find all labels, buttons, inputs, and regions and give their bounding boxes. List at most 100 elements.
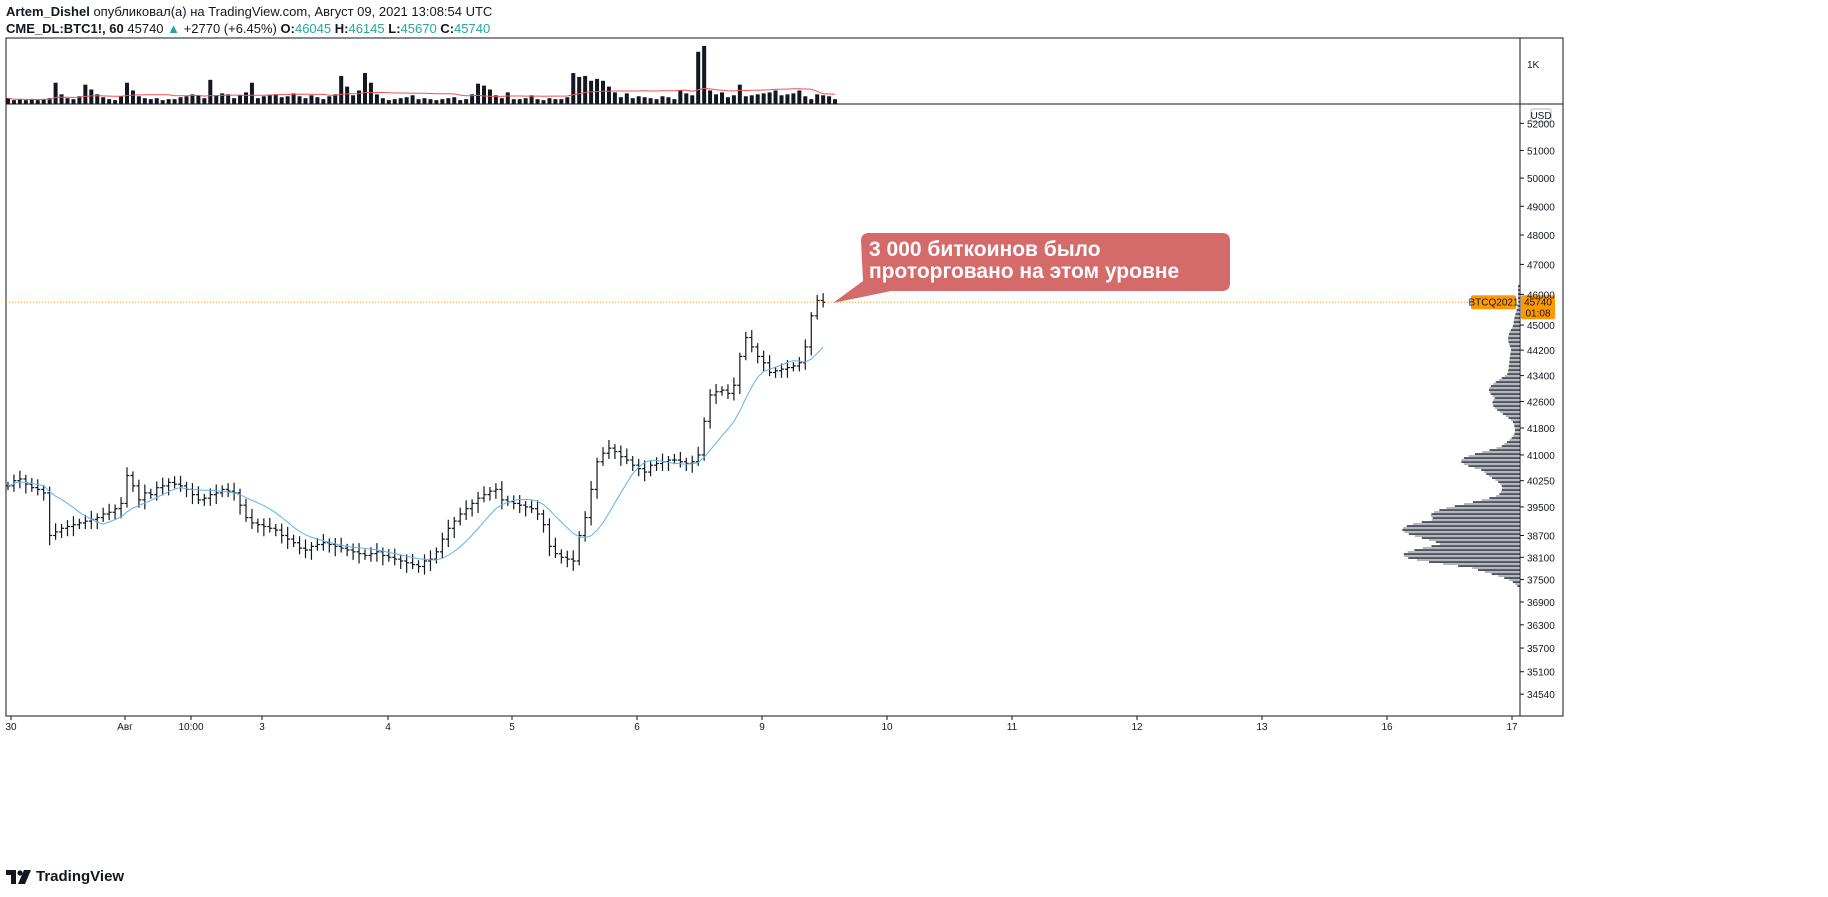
ohlc-bar [624, 448, 630, 465]
volume-bar [130, 90, 135, 104]
profile-row [1493, 399, 1520, 401]
volume-bars [6, 46, 838, 104]
profile-row [1518, 303, 1520, 305]
profile-row [1507, 373, 1520, 375]
ohlc-bar [648, 461, 654, 477]
ohlc-bar [70, 516, 76, 537]
profile-row [1431, 519, 1520, 521]
price-axis[interactable]: USD5200051000500004900048000470004600045… [1520, 60, 1555, 701]
profile-row [1518, 297, 1520, 299]
ohlc-bar [100, 507, 106, 522]
profile-row [1502, 413, 1520, 415]
profile-row [1493, 405, 1520, 407]
price-tick-label: 42600 [1527, 398, 1555, 409]
ohlc-bar [332, 538, 338, 557]
profile-row [1509, 331, 1520, 333]
ohlc-bar [552, 537, 558, 559]
price-tick-label: 41000 [1527, 451, 1555, 462]
last-price-value: 45740 [1524, 297, 1552, 308]
author-name[interactable]: Artem_Dishel [6, 4, 90, 19]
volume-bar [725, 97, 730, 104]
volume-bar [249, 82, 254, 104]
ohlc-bar [755, 343, 761, 364]
ohlc-bar [178, 475, 184, 492]
ohlc-bar [166, 478, 172, 496]
volume-bar [125, 82, 129, 104]
volume-bar [606, 86, 611, 104]
volume-bar [398, 98, 403, 104]
volume-bar [440, 99, 445, 104]
ohlc-bar [630, 455, 636, 472]
volume-bar [297, 96, 302, 104]
volume-bar [357, 90, 362, 104]
volume-bar [273, 94, 278, 104]
ohlc-bar [475, 491, 481, 513]
price-tick-label: 43400 [1527, 372, 1555, 383]
profile-row [1517, 307, 1520, 309]
volume-bar [541, 100, 546, 104]
profile-row [1422, 547, 1520, 549]
price-tick-label: 38100 [1527, 553, 1555, 564]
profile-row [1509, 579, 1520, 581]
volume-bar [612, 92, 617, 104]
brand-name: TradingView [36, 868, 125, 885]
profile-row [1492, 395, 1520, 397]
ohlc-bar [136, 479, 142, 508]
time-tick-label: 10 [881, 722, 893, 733]
ohlc-bar [362, 549, 368, 560]
volume-bar [803, 96, 808, 104]
profile-row [1446, 507, 1520, 509]
profile-row [1504, 375, 1520, 377]
volume-bar [339, 75, 344, 104]
time-tick-label: 6 [634, 722, 640, 733]
symbol-legend: CME_DL:BTC1!, 60 45740 ▲ +2770 (+6.45%) … [6, 21, 490, 36]
profile-row [1511, 437, 1520, 439]
volume-bar [630, 98, 635, 104]
profile-row [1477, 569, 1520, 571]
volume-bar [321, 99, 326, 104]
time-axis[interactable]: 30 Авг 10:00 3 4 5 6 9 10 11 12 13 16 17 [5, 716, 1518, 733]
volume-bar [464, 99, 469, 104]
profile-row [1514, 317, 1520, 319]
volume-bar [696, 51, 701, 104]
profile-row [1501, 445, 1520, 447]
profile-row [1458, 565, 1520, 567]
ohlc-bar [160, 477, 166, 496]
volume-bar [160, 100, 165, 104]
volume-bar [434, 100, 439, 104]
volume-bar [71, 99, 76, 104]
profile-row [1515, 583, 1520, 585]
profile-row [1421, 537, 1520, 539]
ohlc-bar [618, 445, 624, 466]
ohlc-bar [820, 293, 826, 308]
volume-bar [654, 99, 659, 104]
profile-row [1489, 391, 1520, 393]
tradingview-brand[interactable]: TradingView [6, 868, 124, 885]
ohlc-bar [802, 339, 808, 370]
volume-bar [666, 97, 671, 104]
profile-row [1513, 421, 1520, 423]
volume-bar [589, 80, 594, 104]
profile-row [1508, 367, 1520, 369]
volume-bar [428, 99, 433, 104]
volume-bar [678, 90, 683, 104]
profile-row [1468, 455, 1520, 457]
profile-row [1490, 393, 1520, 395]
volume-bar [107, 99, 112, 104]
time-tick-label: Авг [117, 722, 133, 733]
volume-bar [672, 99, 677, 104]
volume-bar [154, 98, 159, 104]
volume-bar [404, 97, 409, 104]
price-tick-label: 41800 [1527, 424, 1555, 435]
published-text: опубликовал(а) на TradingView.com, Авгус… [93, 4, 493, 19]
volume-bar [11, 100, 16, 104]
profile-row [1513, 435, 1520, 437]
profile-row [1495, 479, 1520, 481]
profile-row [1498, 481, 1520, 483]
profile-row [1416, 559, 1520, 561]
time-tick-label: 16 [1381, 722, 1393, 733]
volume-bar [470, 94, 475, 104]
volume-bar [797, 90, 802, 104]
